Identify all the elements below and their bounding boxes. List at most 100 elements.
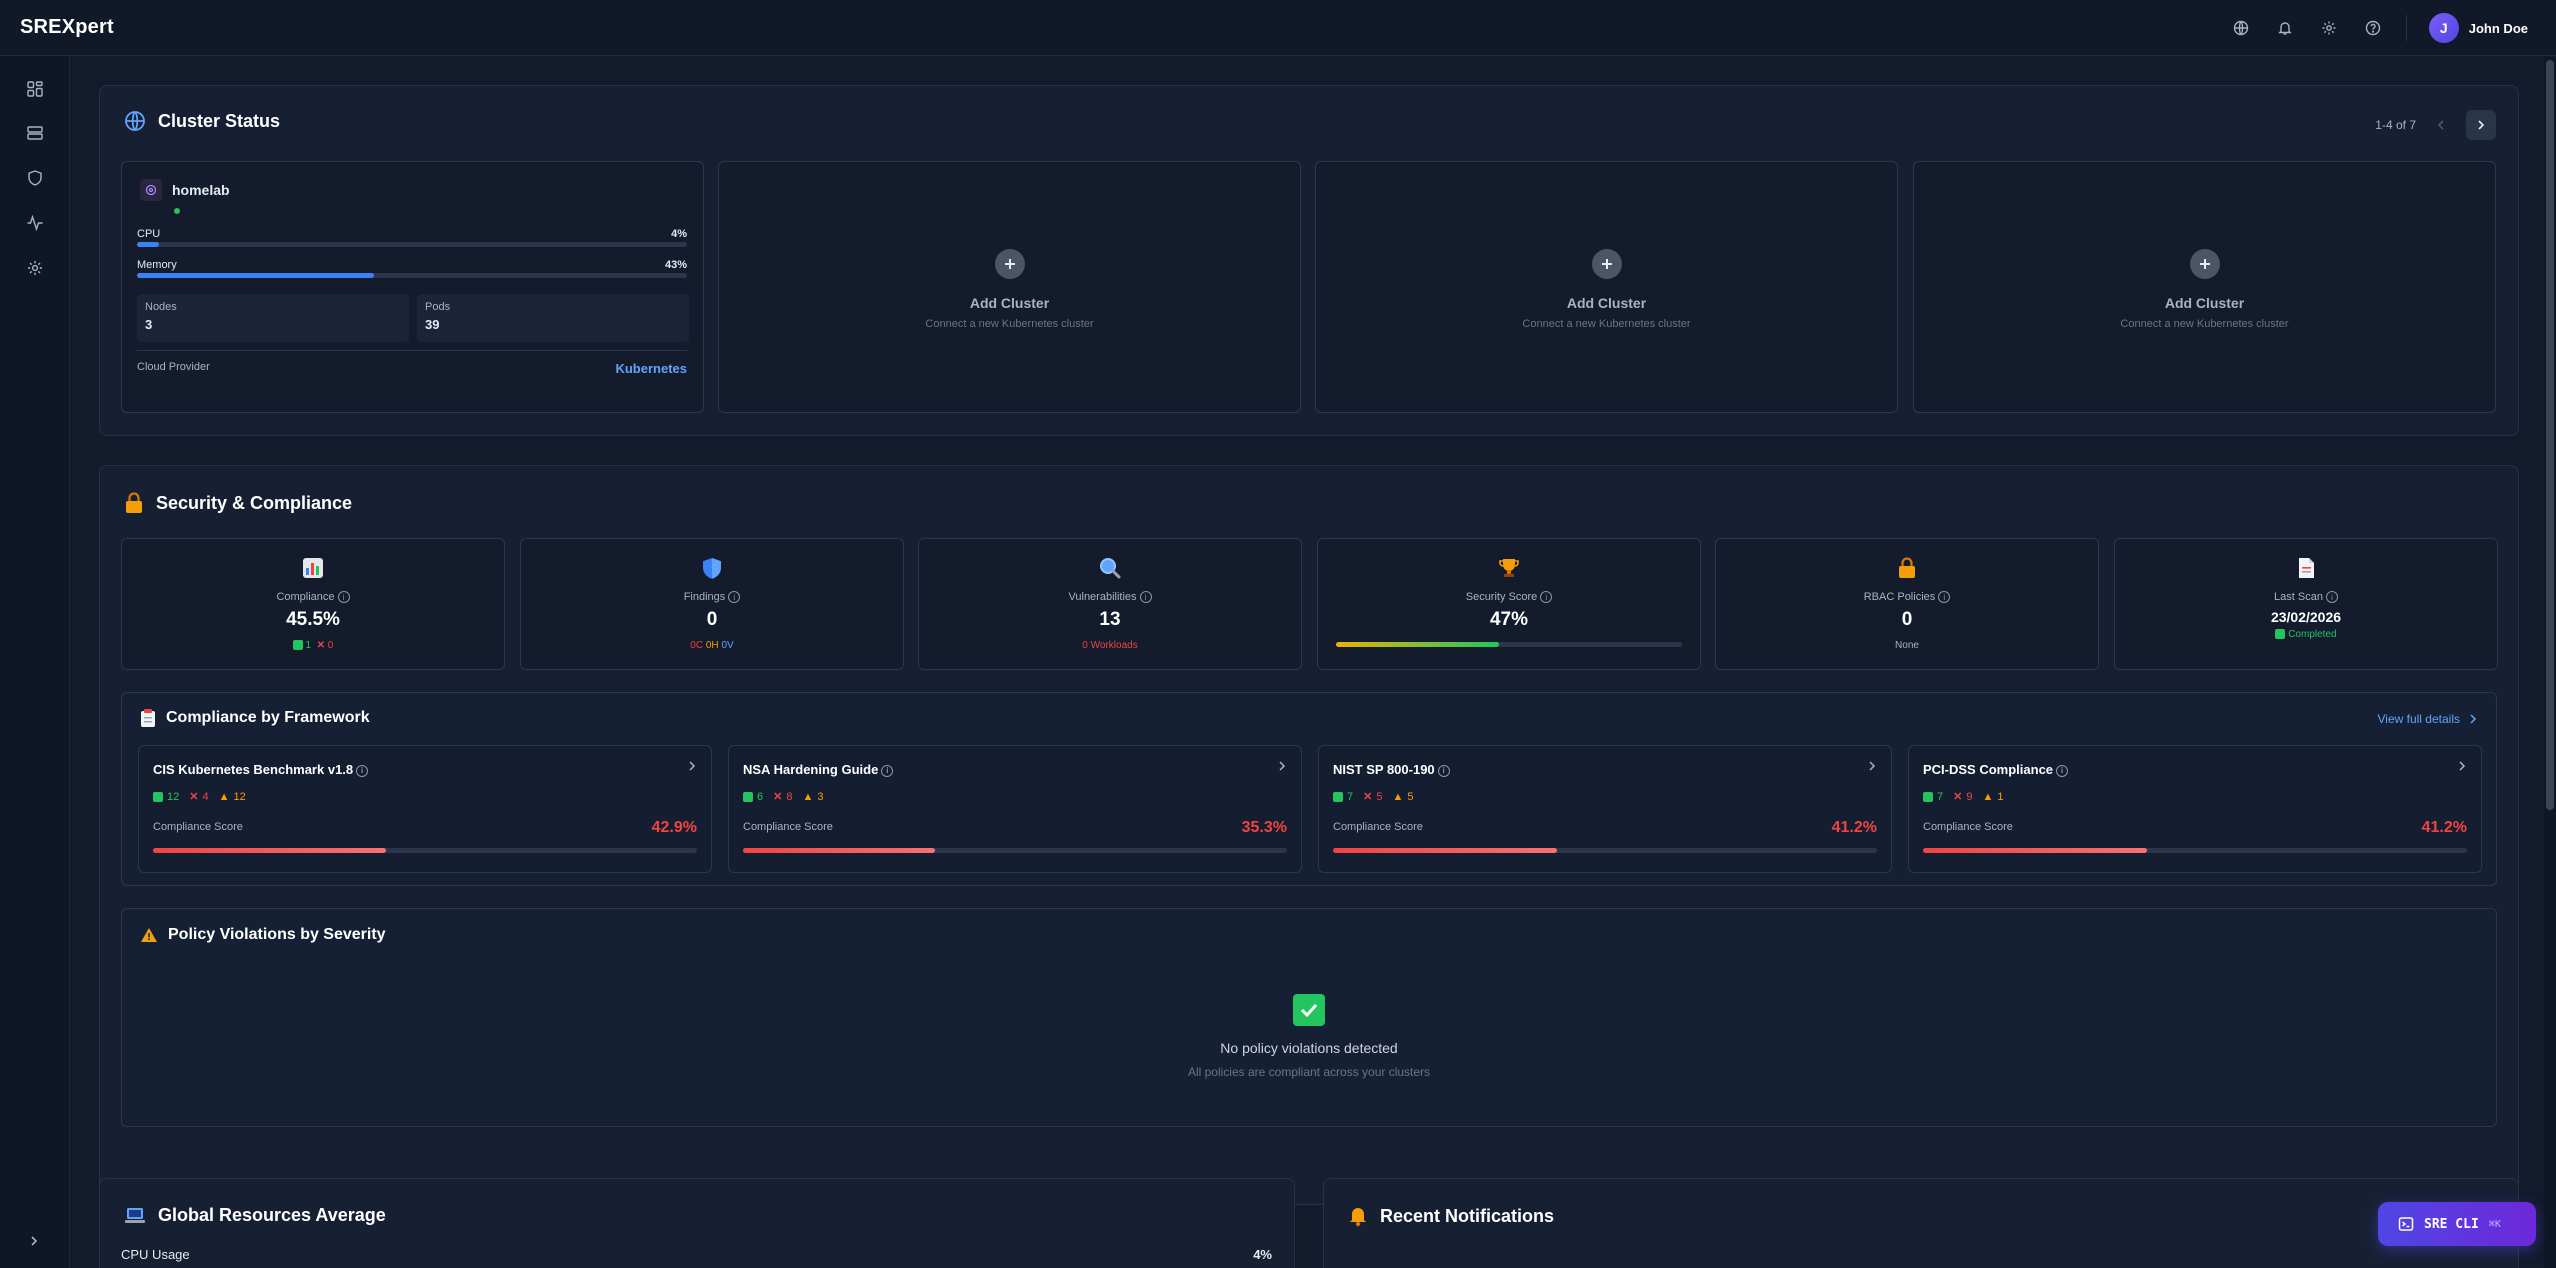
framework-counts: 12 ✕ 4 ▲ 12 <box>153 790 246 803</box>
section-title: Security & Compliance <box>156 492 353 513</box>
framework-heading: Compliance by Framework <box>140 709 370 727</box>
sidebar-item-security[interactable] <box>22 165 48 191</box>
info-icon[interactable]: i <box>1437 764 1450 777</box>
sidebar-item-resources[interactable] <box>22 120 48 146</box>
kpi-vulnerabilities[interactable]: Vulnerabilities i 13 0 Workloads <box>918 538 1302 670</box>
kpi-last-scan[interactable]: Last Scan i 23/02/2026 Completed <box>2114 538 2498 670</box>
kpi-value: 0 <box>1901 609 1913 630</box>
score-bar <box>1333 848 1877 853</box>
nodes-label: Nodes <box>145 301 177 313</box>
kpi-security-score[interactable]: Security Score i 47% <box>1317 538 1701 670</box>
info-icon[interactable]: i <box>356 764 369 777</box>
kpi-label: RBAC Policies i <box>1716 591 2098 604</box>
framework-name: CIS Kubernetes Benchmark v1.8 i <box>153 762 369 777</box>
user-name: John Doe <box>2468 20 2528 36</box>
framework-card-cis[interactable]: CIS Kubernetes Benchmark v1.8 i 12 ✕ 4 ▲ 12… <box>138 745 712 873</box>
sidebar-item-dashboard[interactable] <box>22 76 48 102</box>
info-icon[interactable]: i <box>1938 591 1951 604</box>
kpi-value: 45.5% <box>286 609 340 630</box>
add-cluster-card[interactable]: Add Cluster Connect a new Kubernetes clu… <box>1315 161 1898 413</box>
violations-heading: Policy Violations by Severity <box>140 926 386 944</box>
score-value: 41.2% <box>1831 819 1877 836</box>
sidebar-item-settings[interactable] <box>22 255 48 281</box>
kpi-severity-breakdown: 0C 0H 0V <box>690 640 734 651</box>
chevron-right-icon <box>2478 120 2485 130</box>
cpu-usage-value: 4% <box>1253 1247 1272 1262</box>
info-icon[interactable]: i <box>728 591 741 604</box>
score-bar-fill <box>1333 848 1558 853</box>
kpi-value: 47% <box>1489 609 1529 630</box>
globe-icon[interactable] <box>2230 17 2252 39</box>
framework-counts: 7 ✕ 9 ▲ 1 <box>1923 790 2003 803</box>
score-label: Compliance Score <box>1333 821 1423 833</box>
terminal-icon <box>2398 1217 2414 1231</box>
view-full-details-link[interactable]: View full details <box>2378 712 2479 726</box>
check-icon <box>153 791 163 802</box>
prev-page-button[interactable] <box>2426 110 2456 140</box>
help-icon[interactable] <box>2362 17 2384 39</box>
kpi-status: Completed <box>2115 629 2497 640</box>
cluster-status-panel: Cluster Status 1-4 of 7 homelab CPU 4% <box>99 85 2519 436</box>
add-cluster-card[interactable]: Add Cluster Connect a new Kubernetes clu… <box>718 161 1301 413</box>
kpi-compliance[interactable]: Compliance i 45.5% 1 ✕ 0 <box>121 538 505 670</box>
cluster-status-heading: Cluster Status <box>124 110 280 132</box>
kpi-findings[interactable]: Findings i 0 0C 0H 0V <box>520 538 904 670</box>
scrollbar-thumb[interactable] <box>2546 60 2554 810</box>
activity-icon <box>27 214 43 232</box>
kpi-value: 13 <box>1099 609 1121 630</box>
info-icon[interactable]: i <box>1540 591 1553 604</box>
cluster-card-homelab[interactable]: homelab CPU 4% Memory 43% Nodes 3 Pods 3… <box>121 161 704 413</box>
framework-card-pci[interactable]: PCI-DSS Compliance i 7 ✕ 9 ▲ 1 Compliance S… <box>1908 745 2482 873</box>
framework-card-nsa[interactable]: NSA Hardening Guide i 6 ✕ 8 ▲ 3 Compliance … <box>728 745 1302 873</box>
kpi-label: Vulnerabilities i <box>919 591 1301 604</box>
cross-icon: ✕ <box>773 791 783 803</box>
cluster-icon <box>140 179 162 201</box>
memory-bar-fill <box>137 273 374 278</box>
sidebar-item-monitoring[interactable] <box>22 210 48 236</box>
violations-empty-subtitle: All policies are compliant across your c… <box>1187 1065 1431 1079</box>
memory-label: Memory <box>137 259 177 271</box>
sidebar-expand-button[interactable] <box>20 1227 48 1255</box>
shield-icon <box>28 170 42 186</box>
gear-icon[interactable] <box>2318 17 2340 39</box>
add-cluster-card[interactable]: Add Cluster Connect a new Kubernetes clu… <box>1913 161 2496 413</box>
framework-counts: 7 ✕ 5 ▲ 5 <box>1333 790 1413 803</box>
security-heading: Security & Compliance <box>124 492 352 514</box>
info-icon[interactable]: i <box>337 591 350 604</box>
global-resources-heading: Global Resources Average <box>124 1205 386 1226</box>
info-icon[interactable]: i <box>2325 591 2338 604</box>
next-page-button[interactable] <box>2466 110 2496 140</box>
info-icon[interactable]: i <box>2056 764 2069 777</box>
cpu-bar <box>137 242 687 247</box>
kpi-value: 23/02/2026 <box>2270 609 2342 625</box>
user-menu[interactable]: J John Doe <box>2428 13 2528 43</box>
lock-icon <box>1895 556 1919 580</box>
cpu-label: CPU <box>137 228 161 240</box>
section-title: Cluster Status <box>158 110 281 131</box>
kpi-label: Findings i <box>521 591 903 604</box>
pods-label: Pods <box>425 301 451 313</box>
notifications-heading: Recent Notifications <box>1348 1205 1554 1227</box>
cross-icon: ✕ <box>316 640 325 651</box>
avatar: J <box>2428 13 2459 43</box>
warning-icon: ▲ <box>1982 790 1994 803</box>
chevron-right-icon <box>2459 761 2466 771</box>
score-label: Compliance Score <box>1923 821 2013 833</box>
info-icon[interactable]: i <box>1139 591 1152 604</box>
score-value: 42.9% <box>651 819 697 836</box>
plus-icon <box>994 249 1025 279</box>
kpi-label: Security Score i <box>1318 591 1700 604</box>
sre-cli-button[interactable]: SRE CLI ⌘K <box>2378 1202 2536 1246</box>
info-icon[interactable]: i <box>881 764 894 777</box>
pods-value: 39 <box>425 317 440 332</box>
trophy-icon <box>1497 556 1521 580</box>
chevron-right-icon <box>31 1236 38 1246</box>
kpi-rbac[interactable]: RBAC Policies i 0 None <box>1715 538 2099 670</box>
app-logo[interactable]: SREXpert <box>20 16 114 38</box>
sidebar <box>0 56 70 1268</box>
bell-icon[interactable] <box>2274 17 2296 39</box>
framework-card-nist[interactable]: NIST SP 800-190 i 7 ✕ 5 ▲ 5 Compliance Scor… <box>1318 745 1892 873</box>
page-scrollbar[interactable] <box>2544 57 2556 1268</box>
warning-icon: ▲ <box>1392 790 1404 803</box>
top-bar: SREXpert J John Doe <box>0 0 2556 56</box>
